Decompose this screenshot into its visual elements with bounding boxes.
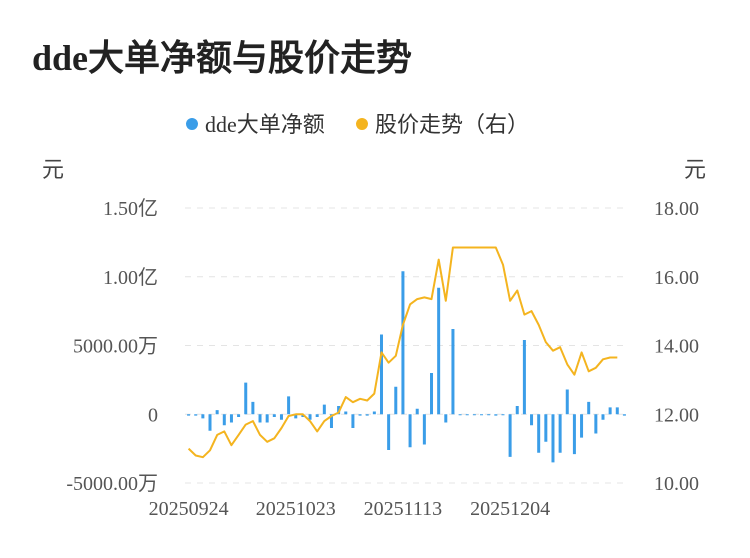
dde-bar[interactable] bbox=[229, 414, 233, 423]
legend-marker-dde bbox=[186, 118, 198, 130]
legend-marker-price bbox=[356, 118, 368, 130]
dde-bar[interactable] bbox=[501, 414, 505, 416]
right-tick-label: 12.00 bbox=[654, 404, 699, 426]
left-tick-label: 1.50亿 bbox=[103, 197, 158, 220]
dde-bar[interactable] bbox=[558, 414, 562, 453]
dde-bar[interactable] bbox=[287, 396, 291, 415]
dde-bar[interactable] bbox=[329, 414, 333, 428]
dde-bar[interactable] bbox=[408, 414, 412, 448]
left-tick-label: -5000.00万 bbox=[66, 473, 158, 495]
dde-bar[interactable] bbox=[237, 414, 241, 417]
dde-bar[interactable] bbox=[372, 411, 376, 415]
dde-bar[interactable] bbox=[344, 411, 348, 415]
price-line[interactable] bbox=[187, 246, 618, 459]
left-tick-label: 1.00亿 bbox=[103, 266, 158, 289]
dde-bar[interactable] bbox=[437, 287, 441, 415]
dde-bar[interactable] bbox=[487, 414, 491, 416]
dde-bar[interactable] bbox=[587, 401, 591, 415]
dde-bar[interactable] bbox=[194, 414, 198, 416]
dde-bar[interactable] bbox=[251, 401, 255, 415]
dde-bar[interactable] bbox=[387, 414, 391, 450]
dde-bar[interactable] bbox=[422, 414, 426, 445]
dde-bar[interactable] bbox=[244, 382, 248, 415]
dde-bar[interactable] bbox=[615, 407, 619, 415]
dde-bar[interactable] bbox=[365, 414, 369, 416]
dde-bar[interactable] bbox=[401, 271, 405, 415]
chart-title: dde大单净额与股价走势 bbox=[32, 38, 412, 78]
dde-bar[interactable] bbox=[530, 414, 534, 426]
dde-bar[interactable] bbox=[594, 414, 598, 434]
dde-bar[interactable] bbox=[522, 340, 526, 415]
x-tick-label: 20250924 bbox=[149, 498, 229, 520]
dde-bar[interactable] bbox=[601, 414, 605, 420]
dde-bar[interactable] bbox=[351, 414, 355, 428]
dde-bar[interactable] bbox=[515, 406, 519, 415]
right-tick-label: 10.00 bbox=[654, 473, 699, 495]
dde-bar[interactable] bbox=[394, 386, 398, 415]
x-axis-labels: 20250924 20251023 20251113 20251204 bbox=[149, 498, 551, 520]
dde-bar[interactable] bbox=[508, 414, 512, 457]
dde-bar[interactable] bbox=[294, 414, 298, 419]
dde-bar[interactable] bbox=[208, 414, 212, 431]
left-axis-ticks: -5000.00万 0 5000.00万 1.00亿 1.50亿 bbox=[66, 197, 158, 495]
dde-bar[interactable] bbox=[308, 414, 312, 420]
dde-bar[interactable] bbox=[572, 414, 576, 455]
dde-bar[interactable] bbox=[465, 414, 469, 416]
dde-bar[interactable] bbox=[544, 414, 548, 442]
dde-bar[interactable] bbox=[187, 414, 191, 416]
x-tick-label: 20251204 bbox=[470, 498, 550, 520]
dde-bar[interactable] bbox=[622, 414, 626, 416]
left-tick-label: 5000.00万 bbox=[73, 336, 158, 358]
dde-bar[interactable] bbox=[315, 414, 319, 417]
legend-label-price[interactable]: 股价走势（右） bbox=[375, 112, 529, 137]
dde-bar[interactable] bbox=[551, 414, 555, 463]
left-tick-label: 0 bbox=[148, 404, 158, 426]
dde-bar[interactable] bbox=[358, 414, 362, 416]
dde-bar[interactable] bbox=[272, 414, 276, 417]
dde-bar[interactable] bbox=[265, 414, 269, 423]
legend-label-dde[interactable]: dde大单净额 bbox=[205, 112, 325, 137]
dde-bar[interactable] bbox=[451, 329, 455, 415]
right-tick-label: 14.00 bbox=[654, 336, 699, 358]
dde-bar[interactable] bbox=[201, 414, 205, 419]
dde-bar[interactable] bbox=[537, 414, 541, 453]
dde-bar[interactable] bbox=[222, 414, 226, 426]
right-axis-unit: 元 bbox=[684, 157, 706, 182]
left-axis-unit: 元 bbox=[42, 157, 64, 182]
dde-bar[interactable] bbox=[379, 334, 383, 415]
right-tick-label: 18.00 bbox=[654, 198, 699, 220]
dde-bars bbox=[187, 271, 626, 463]
dde-bar[interactable] bbox=[322, 404, 326, 415]
dde-bar[interactable] bbox=[430, 373, 434, 415]
dde-bar[interactable] bbox=[494, 414, 498, 416]
x-tick-label: 20251113 bbox=[364, 498, 443, 520]
price-line-layer bbox=[187, 246, 618, 459]
dde-bar[interactable] bbox=[458, 414, 462, 416]
dde-bar[interactable] bbox=[279, 414, 283, 420]
legend: dde大单净额 股价走势（右） bbox=[186, 112, 529, 137]
x-tick-label: 20251023 bbox=[256, 498, 336, 520]
right-axis-ticks: 10.00 12.00 14.00 16.00 18.00 bbox=[654, 198, 699, 495]
dde-bar[interactable] bbox=[415, 408, 419, 415]
dde-bar[interactable] bbox=[480, 414, 484, 416]
dde-bar[interactable] bbox=[215, 410, 219, 415]
right-tick-label: 16.00 bbox=[654, 267, 699, 289]
dde-bar[interactable] bbox=[258, 414, 262, 423]
dde-bar[interactable] bbox=[580, 414, 584, 438]
dde-bar[interactable] bbox=[444, 414, 448, 423]
dde-bar[interactable] bbox=[565, 389, 569, 415]
dde-bar[interactable] bbox=[608, 407, 612, 415]
dde-bar[interactable] bbox=[472, 414, 476, 416]
